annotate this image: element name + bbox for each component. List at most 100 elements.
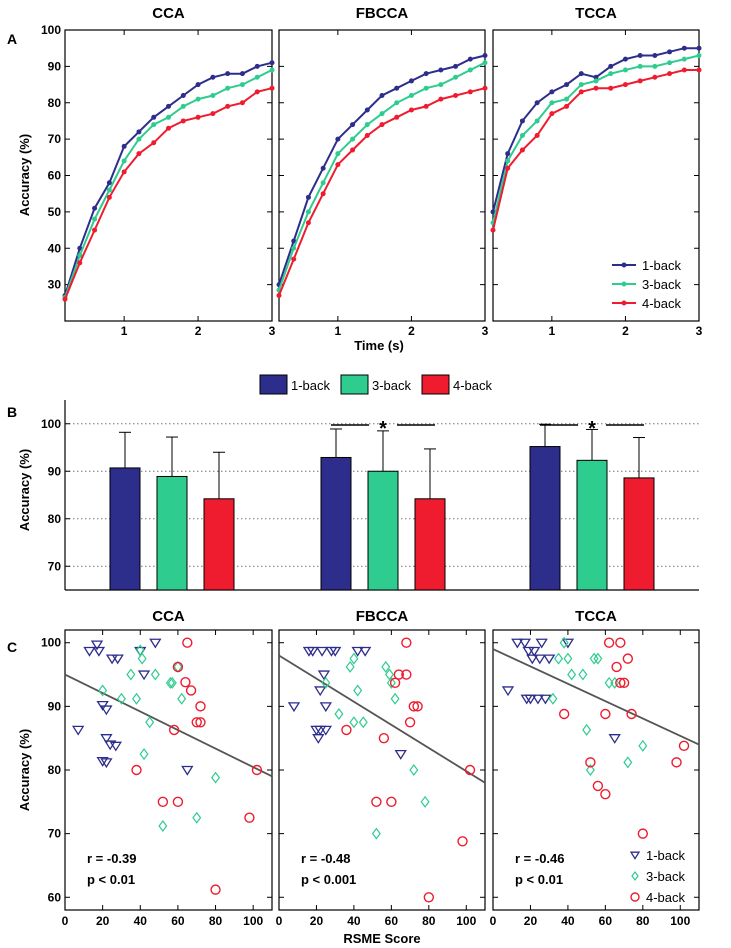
scatter-point-3back (390, 692, 400, 705)
scatter-point-3back (578, 668, 588, 681)
y-tick-label: 90 (48, 699, 62, 713)
panel-c-plot-frame (64, 629, 273, 911)
line-point (350, 136, 356, 142)
x-tick-label: 0 (276, 914, 283, 928)
scatter-point-4back (603, 637, 615, 648)
scatter-point-4back (210, 884, 221, 895)
panel-a-y-axis-label: Accuracy (%) (17, 134, 32, 216)
line-point (564, 103, 570, 109)
line-point (364, 107, 370, 113)
scatter-point-4back (389, 677, 401, 689)
scatter-point-3back (145, 716, 155, 729)
line-point (239, 71, 245, 77)
line-point (652, 74, 658, 80)
line-point (364, 132, 370, 138)
line-point (269, 85, 275, 91)
panel-a-plot-frame (64, 29, 273, 322)
line-point (106, 180, 112, 186)
scatter-point-4back (600, 708, 611, 720)
line-point (438, 96, 444, 102)
scatter-point-1back (561, 638, 575, 649)
scatter-point-1back (137, 670, 151, 681)
line-point (320, 191, 326, 197)
scatter-point-1back (312, 734, 325, 744)
panel-c-subplot-title: CCA (152, 608, 185, 625)
scatter-point-1back (608, 734, 621, 744)
x-tick-label: 80 (209, 914, 223, 928)
scatter-point-4back (401, 637, 412, 648)
scatter-point-3back (409, 764, 419, 776)
line-point (269, 67, 275, 73)
line-point (696, 52, 702, 58)
scatter-point-4back (600, 788, 611, 800)
line-point (408, 92, 414, 98)
line-point (106, 194, 112, 200)
line-point (467, 89, 473, 95)
scatter-point-3back (548, 692, 558, 705)
x-tick-label: 100 (243, 914, 263, 928)
scatter-point-3back (623, 756, 633, 769)
line-point (225, 85, 231, 91)
line-point (593, 85, 599, 91)
scatter-point-1back (149, 638, 162, 649)
x-tick-label: 2 (408, 324, 415, 338)
x-tick-label: 3 (269, 324, 276, 338)
scatter-point-1back (511, 638, 524, 649)
line-point (622, 56, 628, 62)
scatter-point-4back (191, 717, 202, 728)
line-point (136, 136, 142, 142)
legend-label: 4-back (453, 378, 493, 393)
line-point (519, 118, 525, 124)
scatter-point-3back (610, 676, 620, 689)
x-tick-label: 60 (171, 914, 185, 928)
scatter-point-4back (615, 637, 626, 648)
line-point (62, 296, 68, 302)
scatter-point-1back (111, 654, 124, 665)
x-tick-label: 3 (482, 324, 489, 338)
line-point (180, 118, 186, 124)
y-tick-label: 90 (48, 464, 62, 478)
scatter-point-3back (353, 684, 363, 697)
bar (623, 477, 655, 591)
scatter-point-3back (563, 652, 573, 665)
panel-a-x-axis-label: Time (s) (354, 338, 404, 353)
panel-label-a: A (7, 31, 17, 47)
line-point (549, 89, 555, 95)
x-tick-label: 60 (385, 914, 399, 928)
bar (320, 456, 352, 591)
regression-line (278, 654, 486, 784)
y-tick-label: 80 (48, 512, 62, 526)
x-tick-label: 2 (195, 324, 202, 338)
x-tick-label: 40 (347, 914, 361, 928)
line-point (564, 96, 570, 102)
line-point (534, 132, 540, 138)
scatter-point-3back (638, 739, 648, 752)
scatter-point-3back (132, 692, 142, 705)
scatter-point-1back (501, 686, 515, 697)
line-point (408, 78, 414, 84)
line-point (667, 60, 673, 66)
line-point (578, 82, 584, 88)
y-tick-label: 40 (48, 241, 62, 255)
scatter-point-1back (92, 646, 106, 657)
scatter-point-4back (172, 661, 184, 673)
scatter-point-4back (423, 892, 435, 903)
line-point (423, 85, 429, 91)
line-point (210, 111, 216, 117)
bar (529, 446, 561, 591)
scatter-point-3back (567, 668, 577, 681)
line-point (593, 74, 599, 80)
line-point (166, 114, 171, 120)
scatter-point-3back (582, 723, 592, 736)
line-point (505, 158, 511, 164)
scatter-point-4back (131, 764, 142, 776)
scatter-point-1back (100, 705, 113, 716)
line-point (225, 103, 231, 109)
scatter-point-3back (345, 660, 355, 673)
line-point (621, 300, 627, 306)
y-tick-label: 70 (48, 559, 62, 573)
panel-label-b: B (7, 404, 17, 420)
line-point (608, 71, 614, 77)
line-point (637, 52, 643, 58)
